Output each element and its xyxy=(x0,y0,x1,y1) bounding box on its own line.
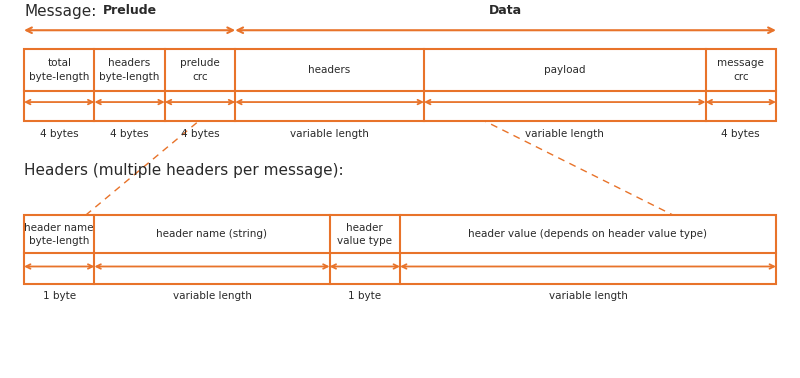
Bar xyxy=(24,49,776,121)
Text: 1 byte: 1 byte xyxy=(348,291,382,301)
Text: message
crc: message crc xyxy=(718,58,764,82)
Text: variable length: variable length xyxy=(549,291,627,301)
Text: header value (depends on header value type): header value (depends on header value ty… xyxy=(469,229,707,239)
Text: variable length: variable length xyxy=(526,129,604,138)
Bar xyxy=(24,215,776,284)
Text: Data: Data xyxy=(489,4,522,17)
Text: headers
byte-length: headers byte-length xyxy=(99,58,160,82)
Text: header name (string): header name (string) xyxy=(157,229,267,239)
Text: variable length: variable length xyxy=(290,129,369,138)
Text: total
byte-length: total byte-length xyxy=(29,58,90,82)
Text: Prelude: Prelude xyxy=(102,4,157,17)
Text: prelude
crc: prelude crc xyxy=(180,58,220,82)
Text: variable length: variable length xyxy=(173,291,251,301)
Text: Message:: Message: xyxy=(24,4,96,19)
Text: headers: headers xyxy=(309,65,350,75)
Text: header name
byte-length: header name byte-length xyxy=(25,223,94,246)
Text: 4 bytes: 4 bytes xyxy=(181,129,219,138)
Text: Headers (multiple headers per message):: Headers (multiple headers per message): xyxy=(24,163,344,178)
Text: 4 bytes: 4 bytes xyxy=(722,129,760,138)
Text: 1 byte: 1 byte xyxy=(42,291,76,301)
Text: header
value type: header value type xyxy=(338,223,392,246)
Text: payload: payload xyxy=(544,65,586,75)
Text: 4 bytes: 4 bytes xyxy=(110,129,149,138)
Text: 4 bytes: 4 bytes xyxy=(40,129,78,138)
